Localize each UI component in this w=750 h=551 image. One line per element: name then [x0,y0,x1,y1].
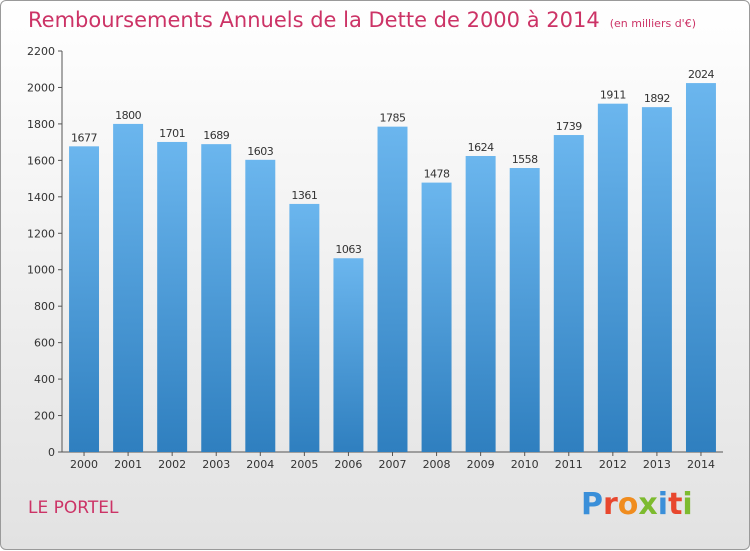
x-tick-label: 2006 [334,458,362,471]
chart-axes: 0 200 400 600 800 1000 1200 1400 1600 1800 2000 220… [27,45,723,471]
bar-value-label: 1063 [335,243,361,256]
x-tick-label: 2000 [70,458,98,471]
bar-2005 [289,203,320,452]
logo-letter: P [581,487,603,522]
bar-2006 [333,258,364,452]
bar-2009 [465,155,496,453]
bar-value-label: 1892 [644,92,670,105]
bar-value-label: 1677 [71,131,97,144]
proxiti-logo: Proxiti [581,487,693,522]
chart-bars [69,83,716,453]
y-tick-label: 2200 [27,45,55,58]
y-tick-label: 2000 [27,81,55,94]
bar-2001 [113,123,144,452]
y-tick-label: 1000 [27,264,55,277]
x-tick-label: 2002 [158,458,186,471]
logo-letter: i [682,487,693,522]
y-tick-label: 200 [34,410,55,423]
title-text: Remboursements Annuels de la Dette de 20… [28,8,600,32]
bar-2010 [509,168,540,452]
bar-2012 [597,103,628,452]
bar-2000 [69,146,100,452]
bar-value-label: 1800 [115,109,141,122]
bar-value-label: 1478 [424,168,450,181]
y-tick-label: 1400 [27,191,55,204]
bar-value-label: 1911 [600,89,626,102]
logo-letter: t [668,487,683,522]
bar-2004 [245,159,276,452]
bar-value-label: 2024 [688,68,714,81]
logo-letter: r [603,487,618,522]
bar-2011 [553,135,584,453]
x-tick-label: 2012 [599,458,627,471]
x-tick-label: 2008 [423,458,451,471]
bar-2013 [641,107,672,452]
bar-2014 [685,83,716,452]
y-tick-label: 800 [34,300,55,313]
x-tick-label: 2007 [379,458,407,471]
x-tick-label: 2003 [202,458,230,471]
bar-value-label: 1701 [159,127,185,140]
y-tick-label: 1800 [27,118,55,131]
chart-title: Remboursements Annuels de la Dette de 20… [28,8,696,32]
bar-value-label: 1624 [468,141,494,154]
x-tick-label: 2013 [643,458,671,471]
x-tick-label: 2004 [246,458,274,471]
logo-letter: o [617,487,639,522]
bar-2002 [157,141,188,452]
title-unit: (en milliers d'€) [609,17,696,30]
y-tick-label: 1200 [27,227,55,240]
logo-letter: i [657,487,669,522]
y-tick-label: 600 [34,337,55,350]
bar-2008 [421,182,452,453]
bar-value-label: 1739 [556,120,582,133]
chart-data-labels: 1677 1800 1701 1689 1603 1361 1063 1785 1478 1624… [71,68,715,256]
y-tick-label: 400 [34,373,55,386]
x-tick-label: 2014 [687,458,715,471]
x-tick-label: 2011 [555,458,583,471]
bar-value-label: 1603 [247,145,273,158]
x-tick-label: 2010 [511,458,539,471]
bar-value-label: 1361 [291,189,317,202]
x-tick-label: 2009 [467,458,495,471]
bar-2007 [377,126,408,452]
y-tick-label: 0 [48,446,55,459]
bar-value-label: 1785 [380,112,406,125]
bar-2003 [201,144,232,452]
bar-value-label: 1558 [512,153,538,166]
logo-letter: x [638,487,658,522]
bar-value-label: 1689 [203,129,229,142]
x-tick-label: 2005 [290,458,318,471]
y-tick-label: 1600 [27,154,55,167]
x-tick-label: 2001 [114,458,142,471]
place-name: LE PORTEL [28,498,119,518]
